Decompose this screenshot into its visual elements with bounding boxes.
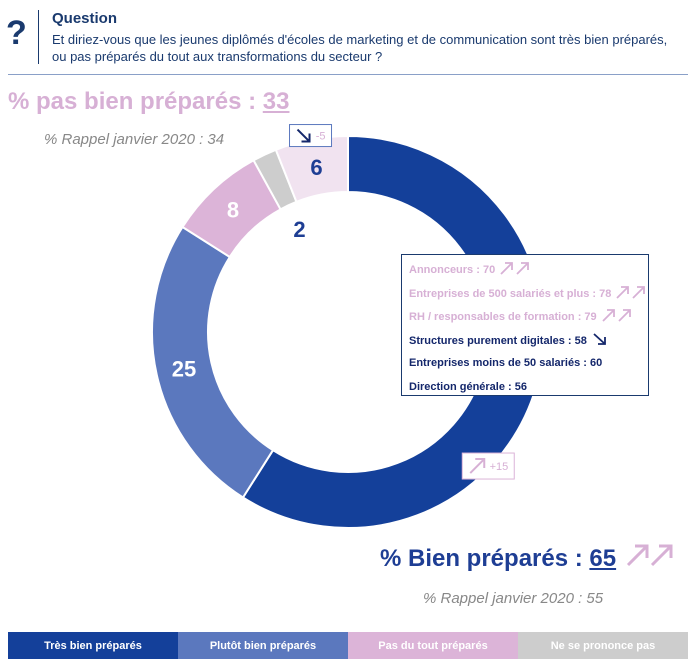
trend-double-up-icon	[616, 285, 646, 299]
breakdown-label: Annonceurs : 70	[409, 264, 496, 276]
double-up-arrow-icon	[627, 544, 673, 567]
trend-double-up-icon	[500, 262, 530, 275]
legend-item: Pas du tout préparés	[348, 632, 518, 659]
breakdown-row: Entreprises moins de 50 salariés : 60	[409, 355, 641, 379]
summary-bien-heading: % Bien préparés : 65	[380, 542, 682, 573]
slice-value-label: 2	[293, 217, 305, 242]
summary-pas-rappel: % Rappel janvier 2020 : 34	[44, 131, 225, 148]
breakdown-label: Entreprises moins de 50 salariés : 60	[409, 357, 603, 369]
header-divider	[8, 74, 688, 75]
legend-item: Très bien préparés	[8, 632, 178, 659]
slice-plut-t-bien-pr-par-s	[151, 225, 275, 499]
question-text: Et diriez-vous que les jeunes diplômés d…	[52, 32, 668, 64]
legend: Très bien préparés Plutôt bien préparés Pa…	[8, 632, 688, 659]
segment-breakdown-box: Annonceurs : 70 Entreprises de 500 salari…	[401, 254, 649, 396]
question-divider	[38, 10, 39, 64]
question-title: Question	[52, 10, 118, 27]
breakdown-row: Annonceurs : 70	[409, 261, 641, 285]
slice-value-label: 25	[172, 357, 196, 382]
legend-item: Plutôt bien préparés	[178, 632, 348, 659]
summary-pas-value: 33	[262, 88, 290, 115]
breakdown-row: Direction générale : 56	[409, 379, 641, 403]
breakdown-row: Structures purement digitales : 58	[409, 332, 641, 356]
breakdown-label: Direction générale : 56	[409, 380, 527, 393]
legend-item: Ne se prononce pas	[518, 632, 688, 659]
down-arrow-icon	[296, 128, 310, 142]
slice-value-label: 6	[310, 155, 322, 180]
summary-bien-label: % Bien préparés :	[380, 545, 590, 572]
breakdown-row: Entreprises de 500 salariés et plus : 78	[409, 285, 646, 309]
breakdown-label: RH / responsables de formation : 79	[409, 311, 597, 323]
trend-down-icon	[593, 332, 606, 345]
summary-pas-label: % pas bien préparés :	[8, 88, 263, 115]
up-arrow-icon	[469, 459, 484, 474]
summary-pas-heading: % pas bien préparés : 33	[8, 88, 289, 116]
trend-double-up-icon	[602, 309, 631, 322]
evolution-value: -5	[316, 131, 326, 143]
evolution-badge: +15	[461, 452, 515, 480]
summary-bien-rappel: % Rappel janvier 2020 : 55	[423, 590, 604, 607]
breakdown-row: RH / responsables de formation : 79	[409, 308, 641, 332]
breakdown-label: Structures purement digitales : 58	[409, 334, 587, 347]
summary-bien-value: 65	[589, 545, 617, 572]
evolution-value: +15	[490, 461, 509, 473]
evolution-badge: -5	[289, 124, 333, 148]
slice-value-label: 8	[227, 198, 239, 223]
question-icon: ?	[6, 14, 27, 52]
breakdown-label: Entreprises de 500 salariés et plus : 78	[409, 287, 612, 300]
